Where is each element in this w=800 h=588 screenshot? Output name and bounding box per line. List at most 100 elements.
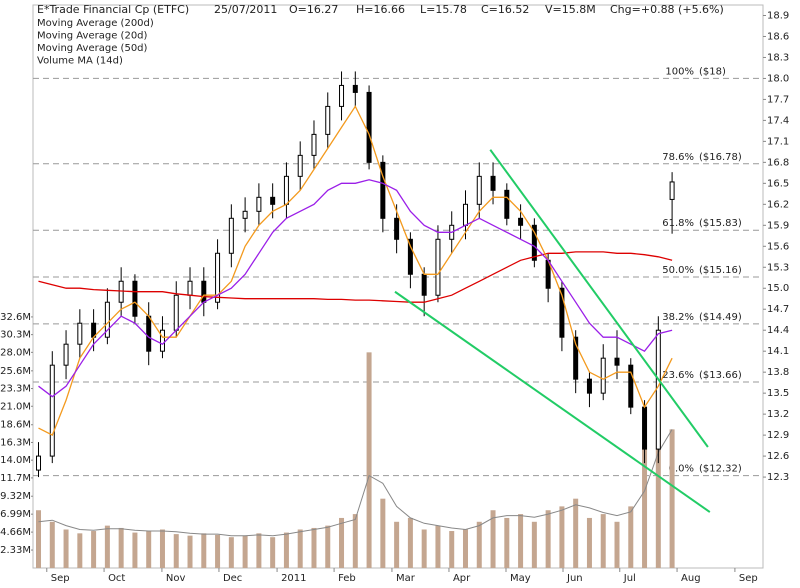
volume-bar — [531, 521, 537, 568]
legend-entry: Moving Average (20d) — [37, 31, 148, 42]
header-field: 25/07/2011 — [214, 3, 277, 16]
candle-body — [600, 357, 606, 394]
y-tick-label: 17.7 — [767, 94, 789, 105]
candle-body — [559, 287, 565, 338]
candle-body — [339, 84, 345, 107]
candle-body — [407, 238, 413, 275]
y-tick-label: 18.3 — [767, 52, 789, 63]
volume-ma-line — [38, 429, 673, 537]
volume-bar — [642, 444, 648, 568]
y2-tick-label: 18.6M — [0, 420, 31, 431]
y2-tick-label: 6.99M — [0, 509, 31, 520]
y-tick-label: 15.9 — [767, 220, 789, 231]
volume-bar — [63, 529, 69, 568]
fib-price-label: ($18) — [699, 66, 726, 77]
volume-bar — [132, 532, 138, 568]
candle-body — [325, 105, 331, 135]
volume-bar — [187, 535, 193, 568]
volume-bar — [311, 527, 317, 568]
y2-tick-label: 14.0M — [0, 455, 31, 466]
y-tick-label: 14.1 — [767, 346, 789, 357]
x-tick-label: 2011 — [281, 573, 306, 584]
y-tick-label: 13.5 — [767, 388, 789, 399]
y2-tick-label: 21.0M — [0, 401, 31, 412]
x-tick-label: Sep — [739, 573, 758, 584]
candle-body — [104, 301, 110, 338]
y-tick-label: 16.2 — [767, 199, 789, 210]
candle-body — [586, 378, 592, 394]
fib-price-label: ($15.83) — [699, 218, 742, 229]
y-tick-label: 13.2 — [767, 409, 789, 420]
header-field: L=15.78 — [420, 3, 467, 16]
fib-label: 100% — [665, 66, 694, 77]
legend-entry: Volume MA (14d) — [37, 56, 123, 67]
candle-body — [201, 280, 207, 303]
y-tick-label: 15.3 — [767, 262, 789, 273]
y-tick-label: 17.4 — [767, 115, 789, 126]
fib-label: 78.6% — [662, 152, 694, 163]
fib-price-label: ($16.78) — [699, 152, 742, 163]
header-field: O=16.27 — [289, 3, 338, 16]
volume-bar — [449, 531, 455, 568]
y-tick-label: 18.0 — [767, 73, 789, 84]
volume-bar — [91, 531, 97, 568]
candle-body — [132, 280, 138, 317]
x-tick-label: Apr — [453, 573, 471, 584]
volume-bar — [228, 537, 234, 568]
trend-line — [394, 290, 711, 513]
y-tick-label: 17.1 — [767, 136, 789, 147]
volume-bar — [518, 514, 524, 568]
y2-tick-label: 32.6M — [0, 312, 31, 323]
volume-bar — [173, 534, 179, 568]
volume-bar — [201, 533, 207, 568]
y-tick-label: 12.6 — [767, 451, 789, 462]
candle-body — [242, 210, 248, 219]
volume-bar — [504, 517, 510, 568]
candle-body — [655, 329, 661, 450]
y-tick-label: 15.0 — [767, 283, 789, 294]
fib-price-label: ($13.66) — [699, 370, 742, 381]
volume-bar — [297, 529, 303, 568]
x-tick-label: Nov — [166, 573, 186, 584]
candle-body — [297, 154, 303, 177]
volume-bar — [352, 514, 358, 568]
candle-body — [394, 217, 400, 240]
candle-body — [283, 175, 289, 205]
header-field: V=15.8M — [545, 3, 596, 16]
volume-bar — [600, 514, 606, 568]
volume-bar — [366, 352, 372, 568]
volume-bar — [628, 506, 634, 568]
y2-tick-label: 4.66M — [0, 527, 31, 538]
volume-bar — [614, 521, 620, 568]
x-tick-label: Dec — [223, 573, 242, 584]
fib-price-label: ($15.16) — [699, 265, 742, 276]
volume-bar — [586, 517, 592, 568]
y-tick-label: 15.6 — [767, 241, 789, 252]
candle-body — [63, 343, 69, 366]
y2-tick-label: 16.3M — [0, 437, 31, 448]
y2-tick-label: 23.3M — [0, 384, 31, 395]
candle-body — [531, 224, 537, 261]
volume-bar — [394, 521, 400, 568]
header-field: H=16.66 — [356, 3, 405, 16]
candle-body — [642, 406, 648, 450]
volume-bar — [49, 521, 55, 568]
candle-body — [669, 181, 675, 200]
y-tick-label: 16.5 — [767, 178, 789, 189]
candle-body — [504, 189, 510, 219]
volume-bar — [435, 525, 441, 568]
candle-body — [476, 175, 482, 205]
y-tick-label: 12.3 — [767, 472, 789, 483]
volume-bar — [270, 537, 276, 568]
y-tick-label: 14.4 — [767, 325, 789, 336]
y2-tick-label: 25.6M — [0, 366, 31, 377]
volume-bar — [242, 535, 248, 568]
volume-bar — [104, 525, 110, 568]
candle-body — [187, 280, 193, 296]
volume-bar — [476, 521, 482, 568]
volume-bar — [669, 429, 675, 568]
volume-bar — [159, 529, 165, 568]
x-tick-label: Mar — [396, 573, 416, 584]
y2-tick-label: 28.0M — [0, 347, 31, 358]
